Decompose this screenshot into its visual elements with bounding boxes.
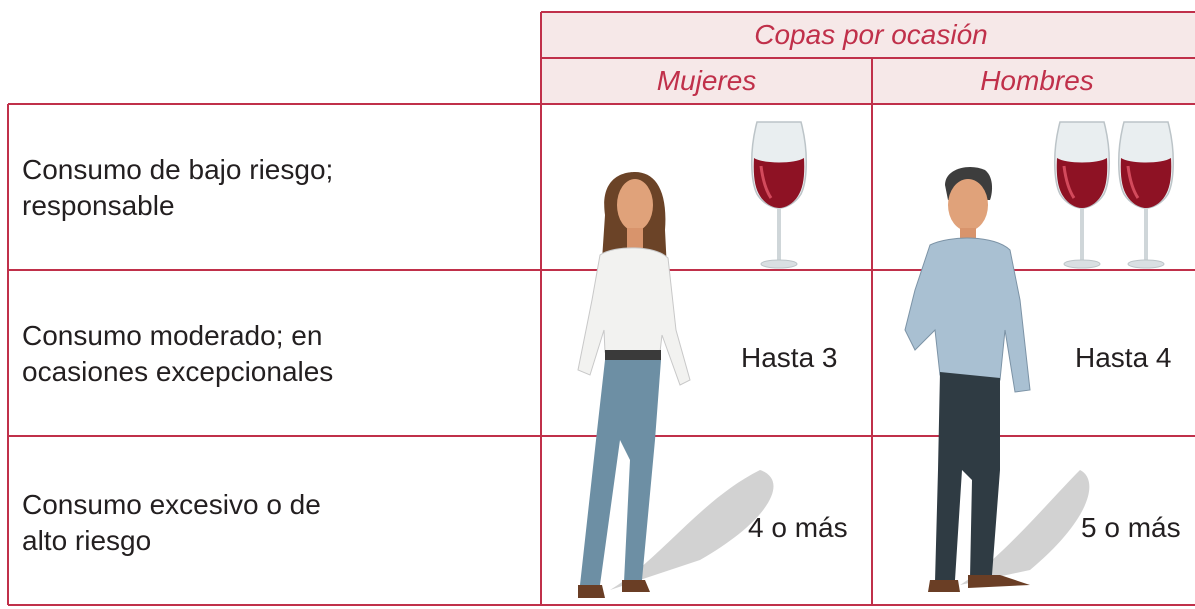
row-label: Consumo moderado; en ocasiones excepcion…: [22, 320, 334, 387]
wine-glass: [1053, 120, 1111, 270]
wine-glass: [1117, 120, 1175, 270]
header-title: Copas por ocasión: [754, 19, 988, 50]
cell-value: Hasta 4: [1075, 342, 1172, 373]
cell-value: 4 o más: [748, 512, 848, 543]
column-header: Hombres: [980, 65, 1094, 96]
wine-glass: [750, 120, 808, 270]
row-label: Consumo de bajo riesgo; responsable: [22, 154, 334, 221]
row-label: Consumo excesivo o de alto riesgo: [22, 489, 321, 556]
shadow: [610, 470, 774, 590]
woman-figure: [577, 172, 691, 598]
column-header: Mujeres: [656, 65, 757, 96]
cell-value: 5 o más: [1081, 512, 1181, 543]
cell-value: Hasta 3: [741, 342, 838, 373]
man-figure: [904, 166, 1031, 592]
shadow: [960, 470, 1090, 585]
